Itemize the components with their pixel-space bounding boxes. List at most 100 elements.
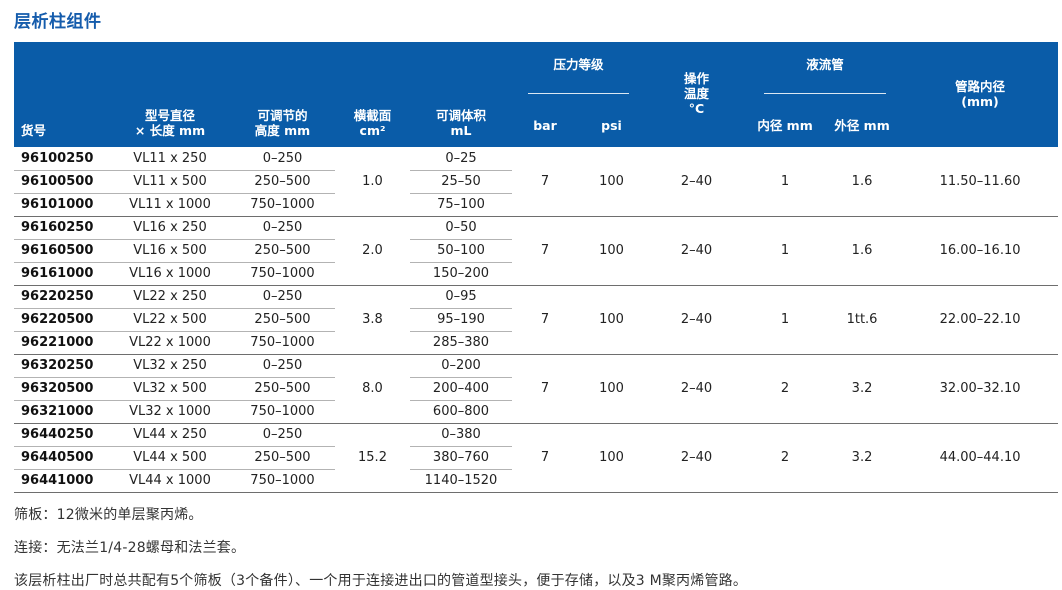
spec-table: 货号 型号直径 × 长度 mm 可调节的 高度 mm 横截面 cm² 可调体积 … xyxy=(14,42,1059,493)
cell-volume: 50–100 xyxy=(410,239,512,263)
table-row: 96160500 VL16 x 500 250–500 50–100 xyxy=(14,239,1058,263)
cell-sku: 96321000 xyxy=(14,400,110,424)
cell-model: VL32 x 1000 xyxy=(110,400,230,424)
cell-psi: 100 xyxy=(578,216,646,286)
note-package-contents: 该层析柱出厂时总共配有5个筛板（3个备件）、一个用于连接进出口的管道型接头，便于… xyxy=(14,572,748,589)
cell-sku: 96160500 xyxy=(14,239,110,263)
cell-height: 0–250 xyxy=(230,354,335,378)
header-psi: psi xyxy=(578,109,646,147)
cell-volume: 1140–1520 xyxy=(410,469,512,493)
cell-sku: 96161000 xyxy=(14,262,110,286)
note-sieve-plate: 筛板：12微米的单层聚丙烯。 xyxy=(14,506,203,523)
cell-model: VL16 x 1000 xyxy=(110,262,230,286)
header-sku: 货号 xyxy=(14,42,110,147)
cell-pipe-id: 11.50–11.60 xyxy=(902,147,1059,217)
header-od: 外径 mm xyxy=(822,109,903,147)
cell-od: 3.2 xyxy=(822,354,903,424)
cell-sku: 96440500 xyxy=(14,446,110,470)
cell-id: 1 xyxy=(748,285,823,355)
header-pressure-label: 压力等级 xyxy=(553,57,604,72)
table-row: 96220250 VL22 x 250 0–250 3.8 0–95 7 100… xyxy=(14,285,1059,355)
catalog-page: 层析柱组件 货号 型号直径 × 长度 mm 可调节的 高度 mm 横截面 cm²… xyxy=(0,7,1062,589)
cell-model: VL44 x 500 xyxy=(110,446,230,470)
header-temp: 操作 温度 °C xyxy=(645,42,749,147)
cell-height: 250–500 xyxy=(230,377,335,401)
header-flow-tube-label: 液流管 xyxy=(806,57,844,72)
cell-sku: 96320250 xyxy=(14,354,110,378)
cell-temp: 2–40 xyxy=(645,147,749,217)
table-row: 96440250 VL44 x 250 0–250 15.2 0–380 7 1… xyxy=(14,423,1059,493)
cell-psi: 100 xyxy=(578,285,646,355)
cell-model: VL44 x 1000 xyxy=(110,469,230,493)
table-row: 96100250 VL11 x 250 0–250 1.0 0–25 7 100… xyxy=(14,147,1059,217)
cell-cross-section: 2.0 xyxy=(335,216,410,286)
cell-sku: 96220500 xyxy=(14,308,110,332)
cell-sku: 96160250 xyxy=(14,216,110,240)
page-title: 层析柱组件 xyxy=(14,12,102,32)
cell-psi: 100 xyxy=(578,354,646,424)
header-underline xyxy=(528,93,630,94)
table-row: 96100500 VL11 x 500 250–500 25–50 xyxy=(14,170,1058,194)
header-flow-tube-group: 液流管 xyxy=(748,42,903,109)
cell-height: 750–1000 xyxy=(230,193,335,217)
cell-volume: 75–100 xyxy=(410,193,512,217)
cell-pipe-id: 22.00–22.10 xyxy=(902,285,1059,355)
cell-model: VL32 x 250 xyxy=(110,354,230,378)
cell-model: VL44 x 250 xyxy=(110,423,230,447)
note-connection: 连接：无法兰1/4-28螺母和法兰套。 xyxy=(14,539,246,556)
cell-sku: 96440250 xyxy=(14,423,110,447)
table-row: 96101000 VL11 x 1000 750–1000 75–100 xyxy=(14,193,1058,217)
table-row: 96161000 VL16 x 1000 750–1000 150–200 xyxy=(14,262,1058,286)
cell-model: VL11 x 1000 xyxy=(110,193,230,217)
cell-volume: 0–380 xyxy=(410,423,512,447)
header-underline xyxy=(764,93,887,94)
cell-temp: 2–40 xyxy=(645,285,749,355)
cell-height: 0–250 xyxy=(230,147,335,171)
cell-psi: 100 xyxy=(578,423,646,493)
cell-sku: 96100500 xyxy=(14,170,110,194)
cell-volume: 0–25 xyxy=(410,147,512,171)
cell-volume: 380–760 xyxy=(410,446,512,470)
cell-cross-section: 1.0 xyxy=(335,147,410,217)
cell-volume: 95–190 xyxy=(410,308,512,332)
cell-height: 0–250 xyxy=(230,216,335,240)
cell-height: 750–1000 xyxy=(230,262,335,286)
cell-volume: 0–200 xyxy=(410,354,512,378)
footnotes: 筛板：12微米的单层聚丙烯。 连接：无法兰1/4-28螺母和法兰套。 该层析柱出… xyxy=(14,504,1062,590)
header-model: 型号直径 × 长度 mm xyxy=(110,42,230,147)
cell-bar: 7 xyxy=(512,354,578,424)
cell-height: 250–500 xyxy=(230,308,335,332)
cell-volume: 0–50 xyxy=(410,216,512,240)
cell-volume: 285–380 xyxy=(410,331,512,355)
cell-model: VL11 x 250 xyxy=(110,147,230,171)
table-row: 96221000 VL22 x 1000 750–1000 285–380 xyxy=(14,331,1058,355)
cell-model: VL11 x 500 xyxy=(110,170,230,194)
cell-volume: 200–400 xyxy=(410,377,512,401)
cell-volume: 150–200 xyxy=(410,262,512,286)
cell-bar: 7 xyxy=(512,285,578,355)
cell-cross-section: 15.2 xyxy=(335,423,410,493)
cell-model: VL22 x 1000 xyxy=(110,331,230,355)
cell-cross-section: 3.8 xyxy=(335,285,410,355)
cell-sku: 96441000 xyxy=(14,469,110,493)
table-row: 96160250 VL16 x 250 0–250 2.0 0–50 7 100… xyxy=(14,216,1059,286)
header-id: 内径 mm xyxy=(748,109,823,147)
cell-height: 0–250 xyxy=(230,423,335,447)
cell-volume: 600–800 xyxy=(410,400,512,424)
cell-temp: 2–40 xyxy=(645,216,749,286)
cell-od: 1.6 xyxy=(822,147,903,217)
table-row: 96321000 VL32 x 1000 750–1000 600–800 xyxy=(14,400,1058,424)
table-row: 96220500 VL22 x 500 250–500 95–190 xyxy=(14,308,1058,332)
cell-temp: 2–40 xyxy=(645,423,749,493)
cell-model: VL22 x 250 xyxy=(110,285,230,309)
cell-id: 1 xyxy=(748,147,823,217)
cell-height: 750–1000 xyxy=(230,400,335,424)
cell-od: 1.6 xyxy=(822,216,903,286)
cell-sku: 96220250 xyxy=(14,285,110,309)
cell-sku: 96221000 xyxy=(14,331,110,355)
cell-bar: 7 xyxy=(512,423,578,493)
cell-pipe-id: 32.00–32.10 xyxy=(902,354,1059,424)
cell-id: 1 xyxy=(748,216,823,286)
cell-model: VL22 x 500 xyxy=(110,308,230,332)
cell-sku: 96101000 xyxy=(14,193,110,217)
